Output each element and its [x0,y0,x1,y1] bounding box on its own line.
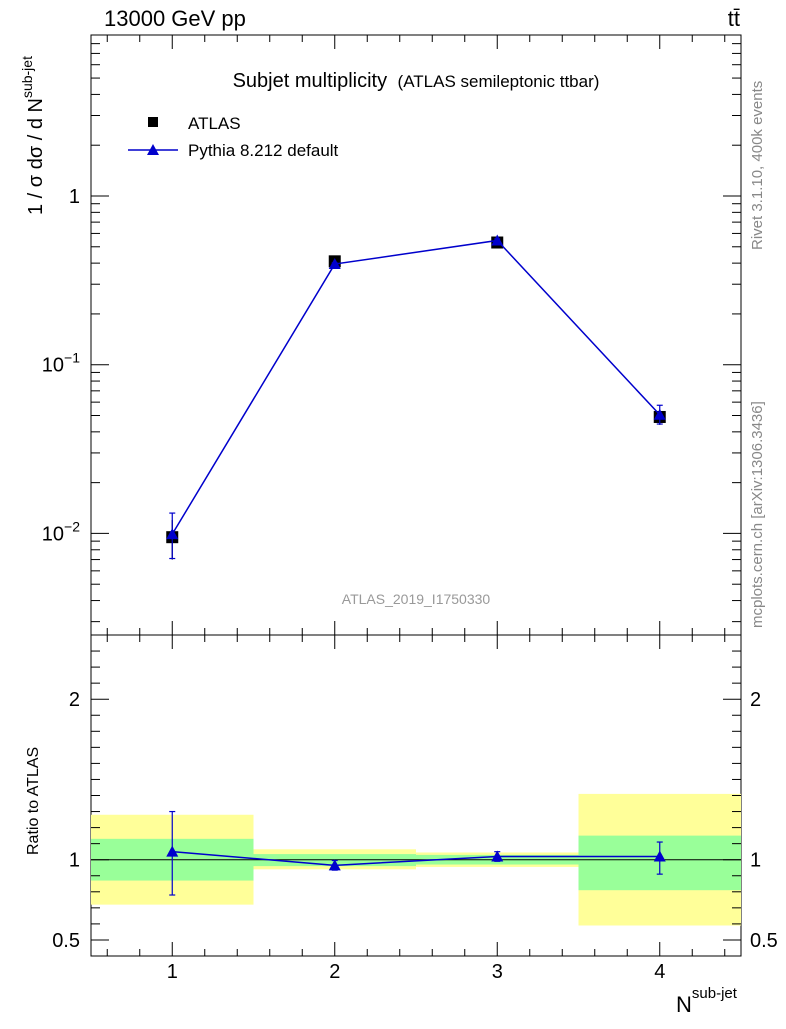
ratio-y-tick-label-right: 1 [750,850,761,872]
ratio-pythia-point [166,845,179,857]
process-label: tt̄ [728,6,740,31]
ratio-pythia-line [172,850,660,867]
ratio-y-tick-label-right: 0.5 [750,930,778,952]
energy-label: 13000 GeV pp [104,6,246,31]
x-tick-label: 3 [492,961,503,983]
legend-atlas-marker [148,117,158,127]
y-tick-label: 10−1 [42,350,80,377]
pythia-point [491,234,504,246]
source-label: mcplots.cern.ch [arXiv:1306.3436] [749,401,766,628]
y-tick-label: 1 [69,186,80,208]
plot-title: Subjet multiplicity (ATLAS semileptonic … [233,70,600,92]
legend: ATLAS Pythia 8.212 default [128,114,339,160]
x-tick-label: 2 [329,961,340,983]
ratio-y-tick-label-left: 2 [69,689,80,711]
axis-tick-labels: 1 2 3 4 10−2 10−1 1 0.5 0.5 1 1 2 2 [42,186,778,983]
legend-pythia-marker [147,144,159,155]
ratio-pythia-point [653,850,666,862]
pythia-point [653,408,666,420]
pythia-point [166,528,179,540]
pythia-point [328,258,341,270]
axis-ticks [91,34,741,956]
ratio-y-axis-label: Ratio to ATLAS [25,747,42,855]
ratio-y-tick-label-left: 1 [69,850,80,872]
x-tick-label: 4 [654,961,665,983]
pythia-line [171,239,661,535]
ratio-uncertainty-bands [91,793,741,926]
ratio-y-tick-label-left: 0.5 [52,930,80,952]
x-axis-label: Nsub-jet [676,985,738,1017]
main-plot-series [166,234,666,560]
legend-atlas-label: ATLAS [188,114,241,133]
rivet-label: Rivet 3.1.10, 400k events [749,81,766,250]
ratio-plot-series [166,810,666,896]
x-tick-label: 1 [167,961,178,983]
ratio-y-tick-label-right: 2 [750,689,761,711]
main-y-axis-label: 1 / σ dσ / d Nsub-jet [19,56,47,215]
analysis-id: ATLAS_2019_I1750330 [342,591,491,607]
legend-pythia-label: Pythia 8.212 default [188,141,339,160]
y-tick-label: 10−2 [42,518,80,545]
ratio-pythia-point [328,859,341,871]
ratio-pythia-point [491,850,504,862]
